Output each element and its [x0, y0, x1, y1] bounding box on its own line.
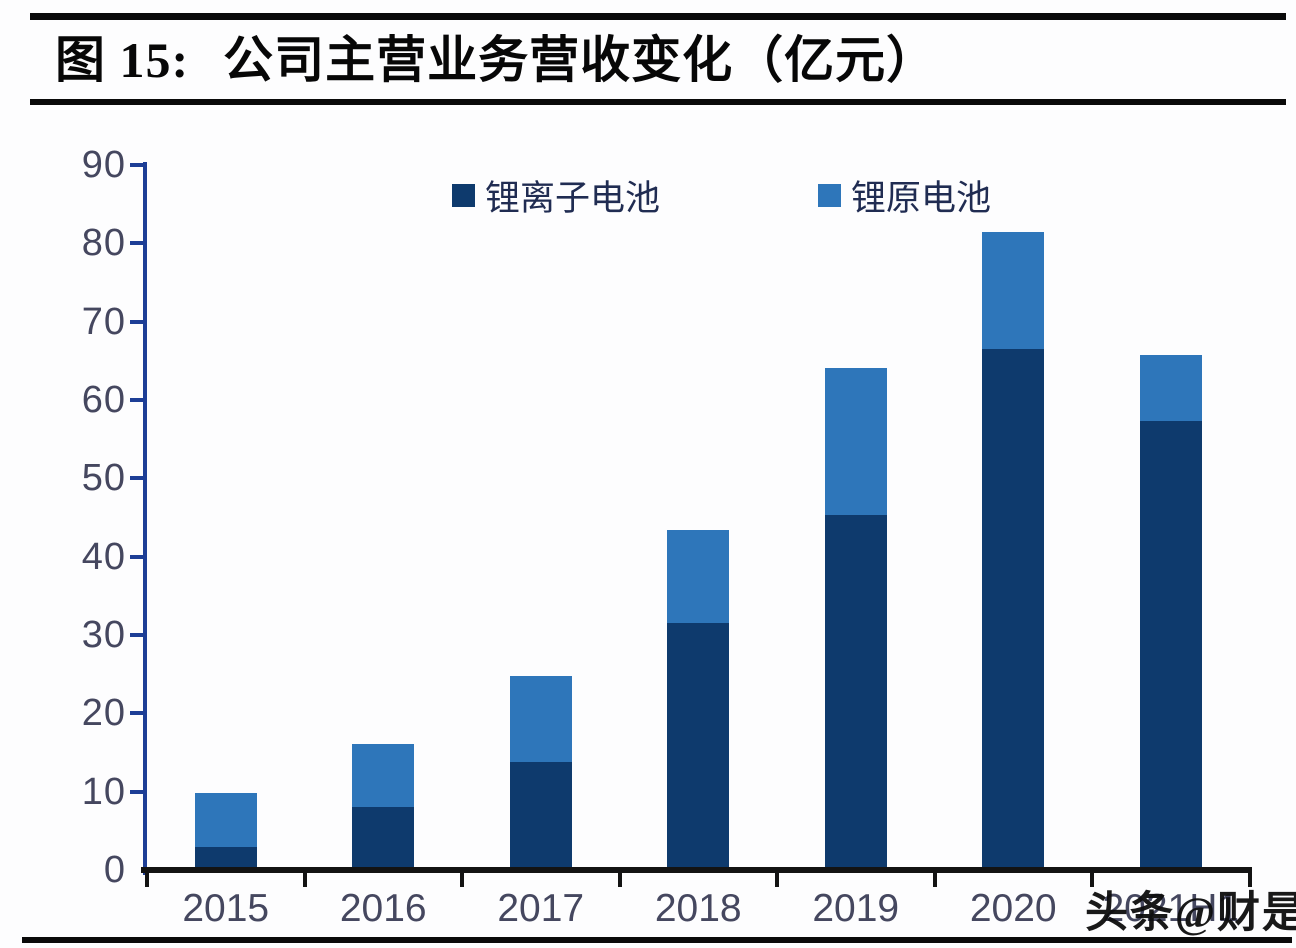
bar-segment-li-ion [509, 761, 572, 870]
y-tick [130, 398, 143, 402]
figure-title-prefix: 图 15: [55, 32, 190, 88]
x-tick [1247, 873, 1252, 887]
y-axis-line [143, 162, 147, 875]
legend-label: 锂原电池 [851, 178, 992, 218]
y-tick-label: 10 [81, 770, 126, 813]
x-tick-label: 2018 [654, 887, 742, 930]
bar-segment-primary [509, 675, 572, 762]
figure-title: 图 15: 公司主营业务营收变化（亿元） [55, 30, 1255, 90]
legend-item-li-ion: 锂离子电池 [452, 170, 660, 221]
bar-segment-li-ion [194, 847, 257, 870]
bottom-rule [22, 937, 1292, 943]
x-tick-label: 2017 [497, 887, 585, 930]
y-tick-label: 0 [103, 849, 126, 891]
top-rule [30, 13, 1286, 20]
y-tick-label: 20 [81, 692, 126, 735]
bar-segment-primary [667, 530, 730, 624]
y-tick [130, 633, 143, 637]
x-tick-label: 2016 [339, 887, 427, 930]
y-tick [130, 711, 143, 716]
y-tick-label: 30 [81, 614, 126, 656]
x-tick [460, 873, 464, 887]
y-tick [130, 554, 143, 559]
x-tick-label: 2019 [812, 887, 900, 930]
y-tick-label: 60 [81, 379, 126, 421]
y-tick-label: 70 [81, 300, 126, 343]
bar-segment-primary [1139, 355, 1202, 422]
legend-label: 锂离子电池 [485, 178, 661, 218]
y-tick-label: 90 [81, 144, 126, 186]
bar-segment-primary [352, 743, 415, 807]
x-tick [775, 873, 779, 887]
x-tick [1090, 873, 1094, 887]
y-tick-label: 80 [81, 222, 126, 265]
x-tick [302, 873, 307, 887]
legend-swatch-primary [818, 183, 842, 207]
title-underline-rule [30, 99, 1286, 105]
y-tick [130, 789, 143, 794]
y-tick [130, 476, 143, 481]
y-tick-label: 50 [81, 457, 126, 500]
figure-title-text: 公司主营业务营收变化（亿元） [223, 32, 938, 88]
y-tick [130, 319, 143, 324]
bar-segment-li-ion [982, 349, 1045, 870]
y-tick [130, 241, 143, 246]
legend-item-primary: 锂原电池 [818, 170, 991, 221]
x-tick-label: 2015 [182, 887, 270, 930]
x-tick [145, 873, 149, 887]
bar-segment-primary [982, 231, 1045, 350]
y-tick-label: 40 [81, 535, 126, 578]
bar-segment-li-ion [667, 623, 730, 870]
watermark: 头条@财是 [1085, 890, 1296, 937]
legend-swatch-li-ion [452, 183, 475, 207]
x-tick-label: 2020 [969, 887, 1057, 930]
bar-segment-li-ion [352, 806, 415, 870]
x-tick [932, 873, 937, 887]
bar-segment-primary [194, 793, 257, 848]
x-tick [617, 873, 622, 887]
x-axis-line [141, 867, 1252, 873]
bar-segment-li-ion [1139, 421, 1202, 870]
bar-segment-primary [824, 367, 887, 516]
bar-segment-li-ion [824, 515, 887, 870]
x-tick-label: 2021H1 [1102, 887, 1240, 930]
chart-legend: 锂离子电池 锂原电池 [452, 178, 991, 218]
y-tick [130, 163, 143, 167]
